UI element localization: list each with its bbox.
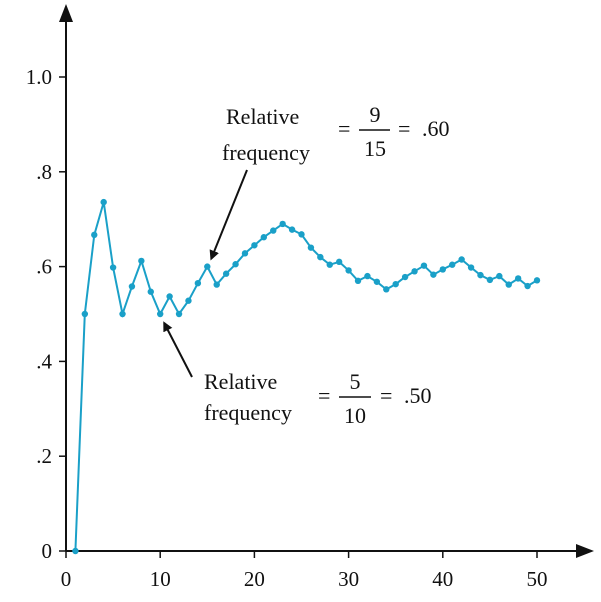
ann50-result: .50 xyxy=(404,383,432,408)
x-axis-arrowhead xyxy=(576,544,594,558)
y-tick-label: .2 xyxy=(36,444,52,468)
ann60-arrow xyxy=(209,169,248,261)
ann50-equals-2: = xyxy=(380,383,392,408)
data-point xyxy=(496,272,503,280)
data-point xyxy=(119,310,126,318)
ann60-result: .60 xyxy=(422,116,450,141)
data-point xyxy=(335,258,343,266)
data-point xyxy=(364,272,371,280)
data-point xyxy=(449,261,456,268)
data-point xyxy=(392,280,399,288)
x-tick-label: 20 xyxy=(244,567,265,591)
annotation-relative-frequency-60: Relative frequency = 9 15 = .60 xyxy=(209,102,450,261)
data-point xyxy=(317,253,324,261)
data-point xyxy=(81,310,89,318)
data-point xyxy=(288,226,296,233)
data-point xyxy=(204,263,211,270)
y-tick-label: 0 xyxy=(42,539,53,563)
ann50-numerator: 5 xyxy=(350,369,361,394)
data-point xyxy=(241,250,249,257)
data-point xyxy=(383,286,390,293)
data-point xyxy=(298,231,305,238)
data-point xyxy=(166,293,173,300)
data-point xyxy=(232,261,239,268)
data-point xyxy=(147,288,154,295)
data-point xyxy=(411,268,418,275)
data-point xyxy=(251,242,258,249)
x-tick-label: 50 xyxy=(527,567,548,591)
data-point xyxy=(345,267,352,274)
data-point xyxy=(467,264,475,271)
y-tick-label: .4 xyxy=(36,349,52,373)
annotation-relative-frequency-50: Relative frequency = 5 10 = .50 xyxy=(163,321,432,428)
data-point xyxy=(420,262,428,269)
data-point xyxy=(401,273,409,281)
data-point xyxy=(307,244,315,251)
ann50-arrow xyxy=(163,321,193,378)
data-point xyxy=(175,310,183,318)
y-axis-arrowhead xyxy=(59,4,73,22)
data-point xyxy=(458,256,465,263)
y-tick-label: .6 xyxy=(36,255,52,279)
data-point xyxy=(109,264,117,271)
data-point xyxy=(194,279,202,287)
data-point xyxy=(138,257,145,265)
data-point xyxy=(486,276,494,284)
ann50-label-line2: frequency xyxy=(204,400,292,425)
data-point xyxy=(524,282,531,290)
data-point xyxy=(373,278,381,285)
ann60-equals-2: = xyxy=(398,116,410,141)
data-point xyxy=(213,281,220,288)
ann60-label-line2: frequency xyxy=(222,140,310,165)
x-tick-label: 30 xyxy=(338,567,359,591)
data-point xyxy=(128,283,136,290)
y-tick-label: .8 xyxy=(36,160,52,184)
data-point xyxy=(439,266,446,273)
ann60-equals-1: = xyxy=(338,116,350,141)
data-point xyxy=(185,297,192,304)
data-point xyxy=(354,277,362,285)
data-point xyxy=(260,234,268,241)
series-line xyxy=(74,201,538,552)
data-point xyxy=(514,275,522,282)
data-point xyxy=(477,271,484,279)
ann60-numerator: 9 xyxy=(370,102,381,127)
x-tick-label: 0 xyxy=(61,567,72,591)
data-point xyxy=(279,220,286,228)
x-tick-label: 10 xyxy=(150,567,171,591)
data-point xyxy=(533,277,541,284)
data-point xyxy=(72,547,79,555)
data-point xyxy=(270,227,277,234)
ann50-denominator: 10 xyxy=(344,403,366,428)
ann60-denominator: 15 xyxy=(364,136,386,161)
data-point xyxy=(326,261,333,268)
data-point xyxy=(100,198,107,206)
y-tick-label: 1.0 xyxy=(26,65,52,89)
ann50-equals-1: = xyxy=(318,383,330,408)
data-point xyxy=(222,270,230,277)
data-point xyxy=(505,281,512,288)
data-point xyxy=(91,231,98,239)
ann50-label-line1: Relative xyxy=(204,369,277,394)
ann60-label-line1: Relative xyxy=(226,104,299,129)
data-point xyxy=(157,310,164,318)
data-point xyxy=(430,271,437,278)
x-tick-label: 40 xyxy=(432,567,453,591)
